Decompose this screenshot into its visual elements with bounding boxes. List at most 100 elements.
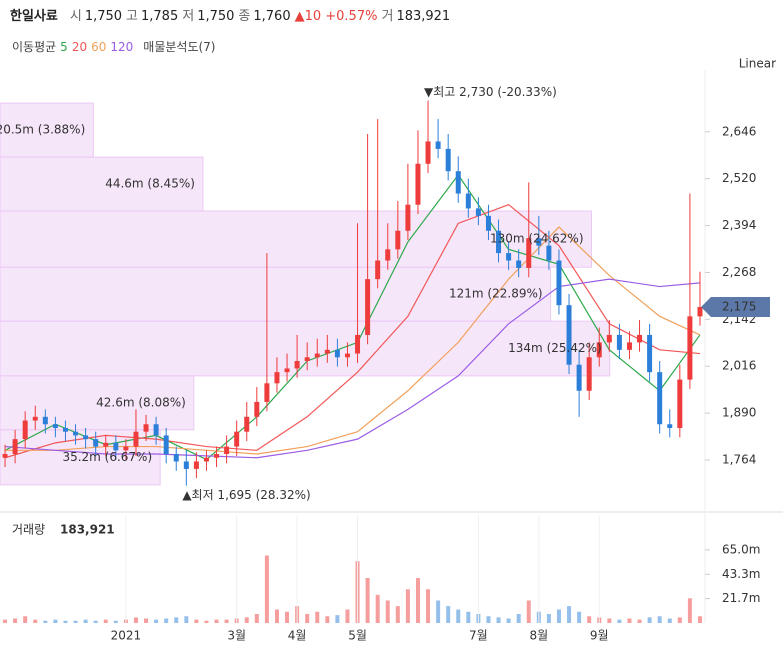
- item-label: 저: [182, 9, 195, 24]
- price-badge: [701, 297, 770, 318]
- volume-bar: [556, 609, 561, 623]
- candle-body: [475, 208, 481, 216]
- candle-body: [203, 457, 209, 462]
- candle-body: [516, 260, 522, 268]
- volume-bar: [83, 619, 88, 623]
- candle-body: [52, 424, 58, 428]
- candle-body: [606, 334, 612, 343]
- volume-bar: [637, 619, 642, 623]
- profile-bar: [0, 210, 592, 268]
- candle-body: [506, 253, 512, 261]
- x-tick-label: 7월: [469, 629, 488, 643]
- candle-body: [32, 416, 38, 421]
- candle-body: [546, 245, 552, 261]
- volume-bar: [3, 619, 8, 623]
- volume-bar: [174, 617, 179, 623]
- annotation: ▼최고 2,730 (-20.33%): [424, 85, 557, 99]
- candle-body: [214, 454, 220, 458]
- y-tick-label: 2,394: [722, 218, 756, 232]
- candle-body: [485, 215, 491, 231]
- y-tick-label: 1,890: [722, 406, 756, 420]
- candle-body: [334, 349, 340, 358]
- y2-tick-label: 65.0m: [722, 542, 760, 556]
- candle-body: [667, 424, 673, 428]
- annotation: ▲최저 1,695 (28.32%): [182, 488, 310, 502]
- x-tick-label: 9월: [590, 629, 609, 643]
- candle-body: [576, 364, 582, 391]
- profile-label: 121m (22.89%): [449, 287, 543, 301]
- volume-bar: [335, 615, 340, 623]
- volume-bar: [395, 606, 400, 623]
- y-tick-label: 2,646: [722, 124, 756, 138]
- candle-body: [234, 431, 240, 447]
- candle-body: [586, 357, 592, 391]
- candle-body: [375, 260, 381, 280]
- legend-entry: 20: [71, 40, 88, 54]
- candle-body: [143, 424, 149, 432]
- candle-body: [637, 334, 643, 343]
- candle-body: [244, 416, 250, 432]
- stock-name: 한일사료: [10, 9, 58, 24]
- volume-bar: [345, 609, 350, 623]
- candle-body: [697, 307, 703, 317]
- candle-body: [113, 442, 119, 451]
- candle-body: [163, 435, 169, 455]
- volume-bar: [154, 619, 159, 623]
- volume-bar: [264, 555, 269, 623]
- ma-line: [4, 278, 701, 459]
- candle-body: [73, 431, 79, 436]
- volume-bar: [546, 614, 551, 623]
- candle-body: [526, 238, 532, 268]
- volume-bar: [526, 600, 531, 623]
- item-label: 시: [69, 9, 82, 24]
- candle-body: [455, 171, 461, 194]
- legend: 이동평균 5 20 60 120 매물분석도(7): [12, 38, 219, 55]
- candle-body: [93, 439, 99, 447]
- volume-bar: [144, 618, 149, 623]
- volume-bar: [436, 600, 441, 623]
- volume-bar: [93, 620, 98, 623]
- candle-body: [133, 431, 139, 447]
- profile-bar: [0, 102, 94, 158]
- candle-body: [314, 353, 320, 358]
- y-tick-label: 2,520: [722, 171, 756, 185]
- legend-entry: 120: [110, 40, 134, 54]
- volume-bar: [224, 619, 229, 623]
- candle-body: [385, 249, 391, 261]
- volume-bar: [204, 620, 209, 623]
- volume-bar: [426, 589, 431, 623]
- legend-title: 이동평균: [12, 40, 57, 54]
- candle-body: [193, 461, 199, 469]
- profile-label: 130m (24.62%): [490, 232, 584, 246]
- y-tick-label: 2,268: [722, 265, 756, 279]
- candle-body: [103, 442, 109, 447]
- volume-bar: [305, 614, 310, 623]
- candle-body: [395, 230, 401, 250]
- profile-label: 44.6m (8.45%): [105, 177, 195, 191]
- y2-tick-label: 21.7m: [722, 591, 760, 605]
- candle-body: [224, 446, 230, 455]
- candle-body: [566, 305, 572, 365]
- x-tick-label: 5월: [348, 629, 367, 643]
- profile-label: 35.2m (6.67%): [62, 450, 152, 464]
- candle-body: [596, 342, 602, 358]
- item-value: 1,750: [84, 9, 123, 24]
- volume-bar: [375, 594, 380, 623]
- volume-bar: [667, 618, 672, 623]
- volume-bar: [647, 617, 652, 623]
- candle-body: [254, 401, 260, 417]
- candle-body: [304, 357, 310, 361]
- candle-body: [344, 353, 350, 358]
- candle-body: [183, 461, 189, 469]
- volume-bar: [53, 619, 58, 623]
- volume-bar: [607, 618, 612, 623]
- volume-bar: [577, 611, 582, 623]
- header: 한일사료 시 1,750 고 1,785 저 1,750 종 1,760 ▲10 +0.57% 거 1…: [10, 5, 450, 24]
- current-price: 2,175: [722, 300, 756, 314]
- volume-bar: [133, 617, 138, 623]
- volume-bar: [677, 617, 682, 623]
- legend-profile: 매물분석도(7): [143, 40, 216, 54]
- candle-body: [264, 383, 270, 402]
